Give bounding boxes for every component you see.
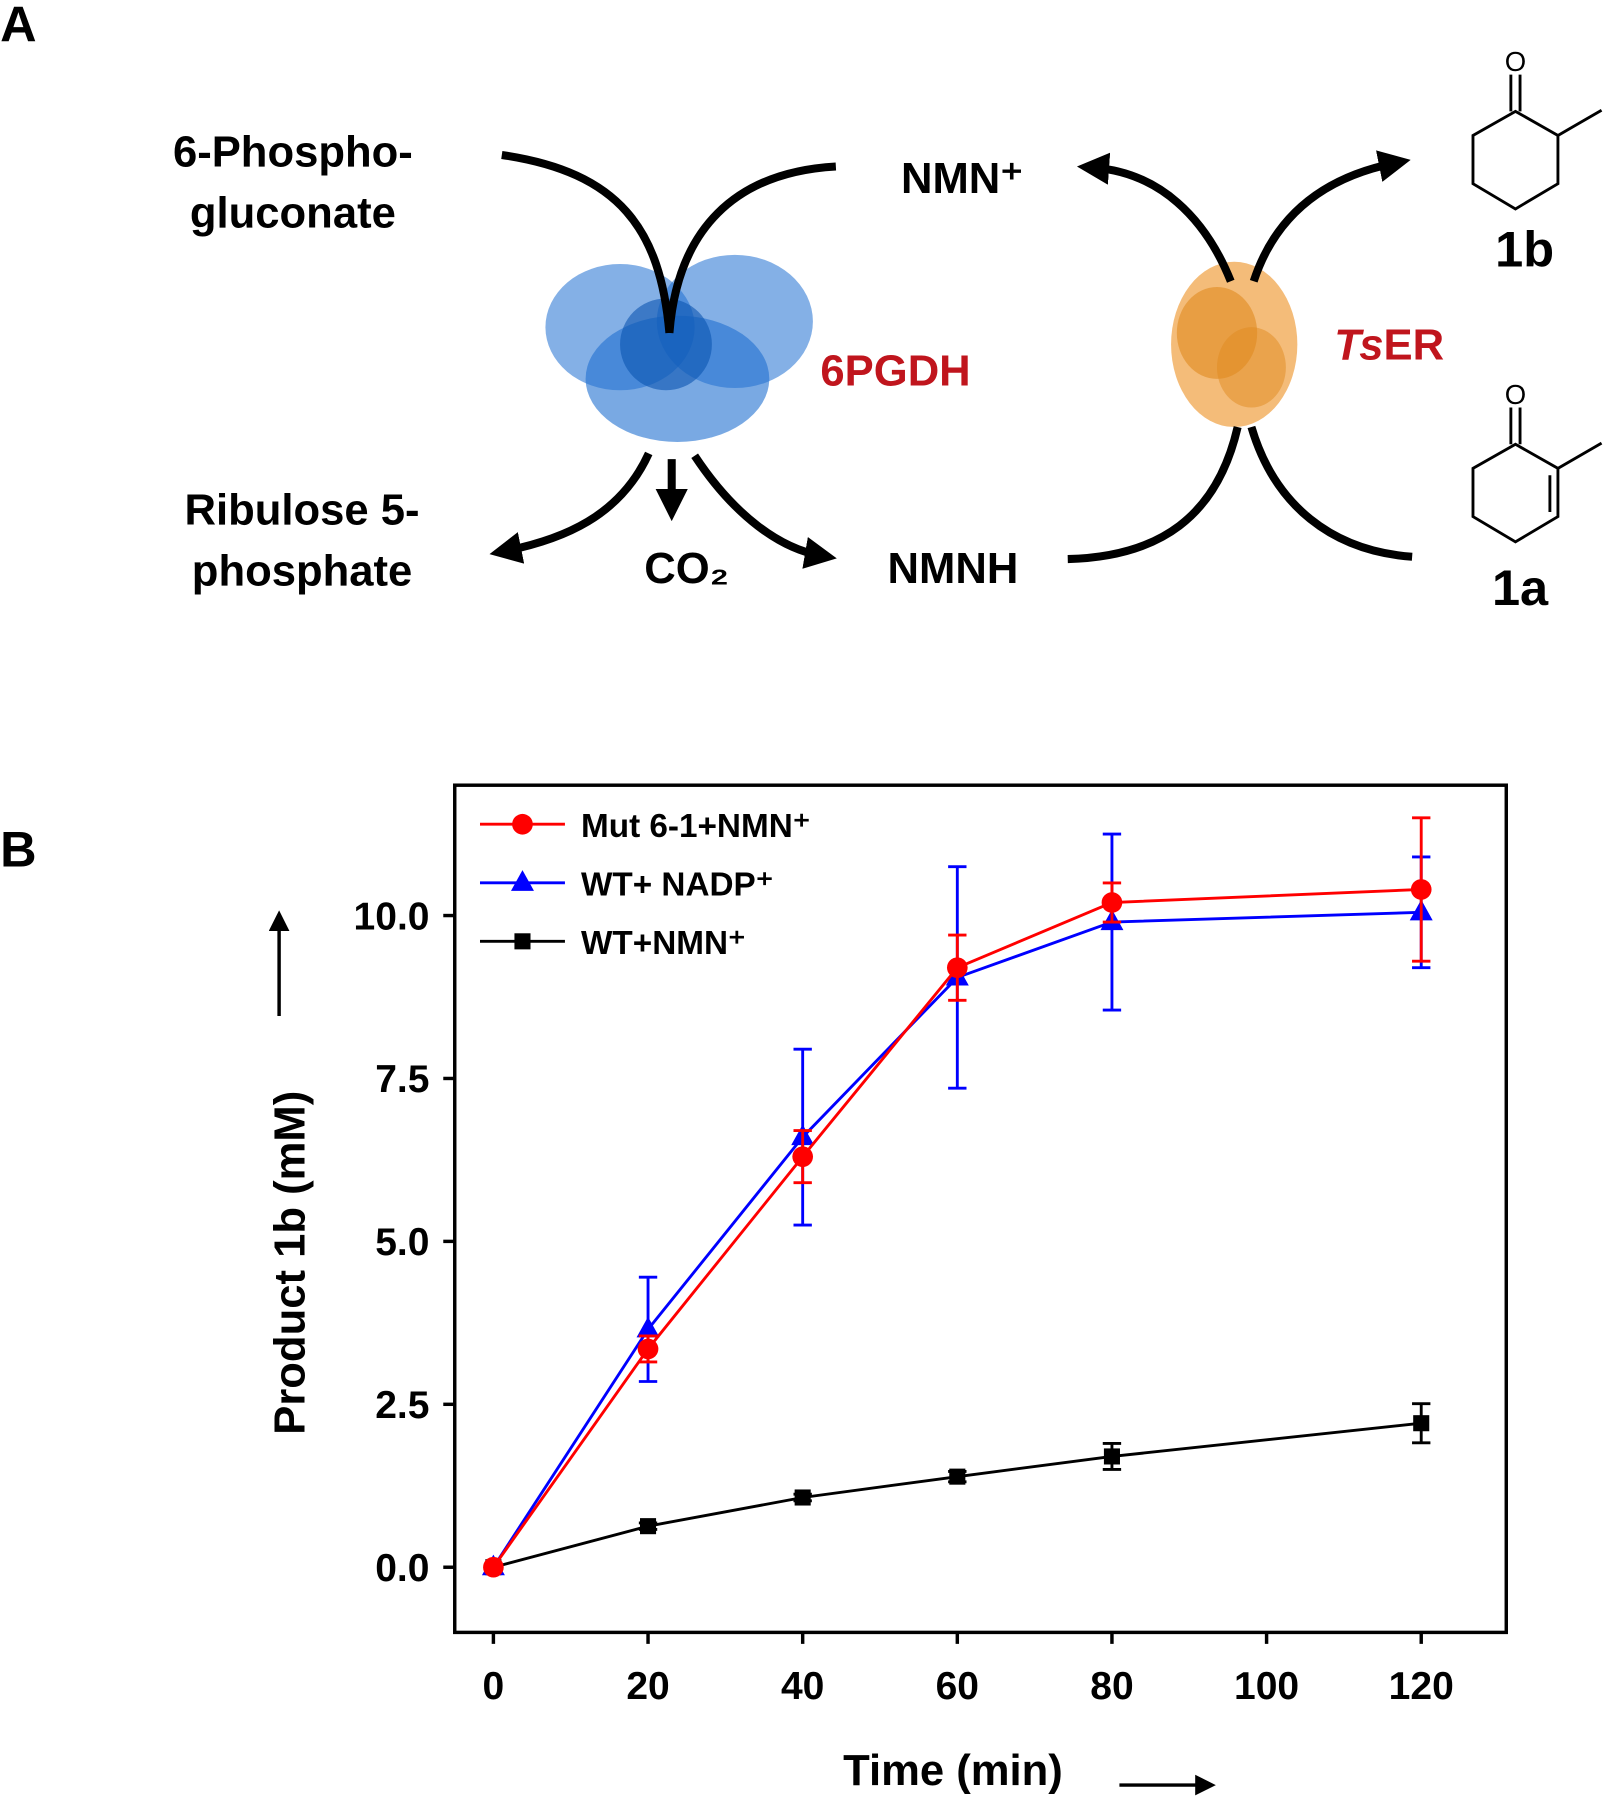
- enzyme-1: [545, 254, 813, 442]
- y-tick-label: 5.0: [375, 1221, 429, 1264]
- x-tick-label: 100: [1234, 1665, 1299, 1708]
- marker: [510, 870, 534, 891]
- arrow: [1076, 152, 1235, 283]
- legend-label: WT+ NADP⁺: [581, 866, 773, 903]
- marker: [514, 933, 531, 950]
- y-tick-label: 2.5: [375, 1384, 429, 1427]
- molecule-1a: O: [1471, 379, 1603, 544]
- compound-label: 1b: [1495, 220, 1554, 277]
- y-tick-label: 0.0: [375, 1547, 429, 1590]
- scheme: A 6-Phospho- gluconate Ribulose 5- phosp…: [0, 0, 1603, 616]
- y-tick-label: 10.0: [354, 895, 430, 938]
- x-tick-label: 20: [626, 1665, 669, 1708]
- enzyme-2-label-part: ER: [1384, 321, 1445, 369]
- y-axis-label: Product 1b (mM): [266, 1091, 314, 1435]
- arrow: [501, 150, 674, 334]
- enzyme-2: [1171, 261, 1298, 428]
- marker: [512, 813, 533, 835]
- arrow: [1067, 426, 1242, 564]
- plot-frame: [453, 783, 1508, 1635]
- x-tick-label: 60: [936, 1665, 979, 1708]
- arrow: [691, 453, 837, 569]
- x-tick-label: 0: [483, 1665, 505, 1708]
- arrow: [489, 451, 653, 564]
- marker: [792, 1146, 814, 1167]
- marker: [640, 1518, 657, 1535]
- legend-label: WT+NMN⁺: [581, 925, 746, 962]
- x-tick-label: 120: [1389, 1665, 1454, 1708]
- substrate: 6-Phospho-: [173, 128, 413, 176]
- co2: CO₂: [644, 545, 729, 593]
- product: Ribulose 5-: [185, 487, 420, 535]
- legend-label: Mut 6-1+NMN⁺: [581, 808, 810, 845]
- x-tick-label: 40: [781, 1665, 824, 1708]
- marker: [637, 1338, 659, 1360]
- marker: [1410, 879, 1432, 900]
- marker: [1101, 892, 1123, 913]
- series-line: [492, 888, 1422, 1569]
- enzyme-2-label-part: Ts: [1334, 321, 1383, 369]
- marker: [1103, 1448, 1120, 1465]
- enzyme-1-label: 6PGDH: [820, 348, 970, 396]
- marker: [946, 957, 968, 979]
- series-line: [493, 1421, 1422, 1569]
- marker: [636, 1316, 660, 1338]
- arrow: [1247, 425, 1413, 561]
- series: [485, 1402, 1431, 1576]
- series-line: [492, 910, 1422, 1569]
- product: phosphate: [192, 547, 412, 595]
- arrow: [665, 162, 837, 334]
- cofactor-ox: NMN⁺: [901, 155, 1023, 203]
- molecule-1b: O: [1471, 46, 1603, 211]
- substrate: gluconate: [190, 189, 396, 237]
- atom-label: O: [1505, 46, 1526, 77]
- marker: [794, 1489, 811, 1506]
- x-axis-label: Time (min): [843, 1747, 1063, 1795]
- marker: [1413, 1415, 1430, 1432]
- marker: [949, 1468, 966, 1485]
- marker: [483, 1556, 504, 1578]
- x-tick-label: 80: [1090, 1665, 1133, 1708]
- panel-label: B: [0, 821, 36, 878]
- atom-label: O: [1505, 379, 1526, 410]
- enzyme-2-label: TsER: [1334, 321, 1444, 369]
- compound-label: 1a: [1492, 559, 1549, 616]
- panel-label: A: [0, 0, 36, 52]
- arrow: [1249, 150, 1411, 283]
- cofactor-red: NMNH: [888, 545, 1019, 593]
- series: [483, 816, 1432, 1578]
- y-tick-label: 7.5: [375, 1058, 429, 1101]
